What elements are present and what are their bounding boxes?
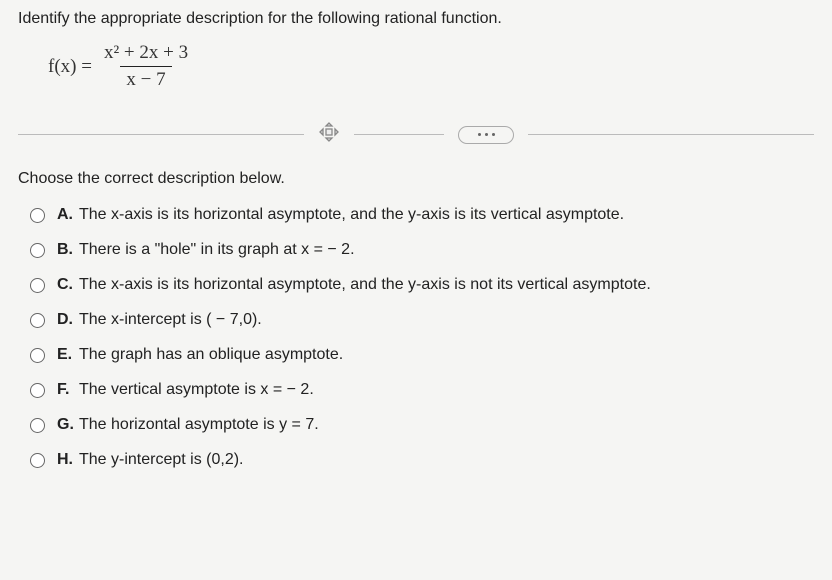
radio-icon[interactable]: [30, 348, 45, 363]
divider-line: [528, 134, 814, 135]
option-letter: A.: [57, 206, 79, 224]
option-g[interactable]: G. The horizontal asymptote is y = 7.: [30, 416, 814, 434]
move-icon[interactable]: [318, 121, 340, 148]
divider-row: [18, 121, 814, 148]
option-text: The graph has an oblique asymptote.: [79, 346, 343, 364]
option-text: The horizontal asymptote is y = 7.: [79, 416, 319, 434]
equation: f(x) = x² + 2x + 3 x − 7: [48, 42, 814, 91]
radio-icon[interactable]: [30, 278, 45, 293]
option-text: The vertical asymptote is x = − 2.: [79, 381, 314, 399]
equation-denominator: x − 7: [120, 66, 171, 91]
option-c[interactable]: C. The x-axis is its horizontal asymptot…: [30, 276, 814, 294]
option-letter: B.: [57, 241, 79, 259]
option-letter: H.: [57, 451, 79, 469]
option-letter: D.: [57, 311, 79, 329]
radio-icon[interactable]: [30, 243, 45, 258]
radio-icon[interactable]: [30, 383, 45, 398]
option-text: There is a "hole" in its graph at x = − …: [79, 241, 355, 259]
option-e[interactable]: E. The graph has an oblique asymptote.: [30, 346, 814, 364]
option-text: The y-intercept is (0,2).: [79, 451, 244, 469]
options-list: A. The x-axis is its horizontal asymptot…: [30, 206, 814, 469]
radio-icon[interactable]: [30, 418, 45, 433]
option-text: The x-axis is its horizontal asymptote, …: [79, 276, 651, 294]
option-b[interactable]: B. There is a "hole" in its graph at x =…: [30, 241, 814, 259]
option-a[interactable]: A. The x-axis is its horizontal asymptot…: [30, 206, 814, 224]
option-d[interactable]: D. The x-intercept is ( − 7,0).: [30, 311, 814, 329]
option-text: The x-axis is its horizontal asymptote, …: [79, 206, 624, 224]
option-letter: C.: [57, 276, 79, 294]
choose-label: Choose the correct description below.: [18, 170, 814, 188]
divider-line: [354, 134, 444, 135]
more-button[interactable]: [458, 126, 514, 144]
radio-icon[interactable]: [30, 313, 45, 328]
equation-numerator: x² + 2x + 3: [98, 42, 194, 66]
divider-line: [18, 134, 304, 135]
option-h[interactable]: H. The y-intercept is (0,2).: [30, 451, 814, 469]
option-letter: G.: [57, 416, 79, 434]
radio-icon[interactable]: [30, 208, 45, 223]
option-f[interactable]: F. The vertical asymptote is x = − 2.: [30, 381, 814, 399]
radio-icon[interactable]: [30, 453, 45, 468]
question-prompt: Identify the appropriate description for…: [18, 10, 814, 28]
equation-fraction: x² + 2x + 3 x − 7: [98, 42, 194, 91]
option-letter: F.: [57, 381, 79, 399]
option-letter: E.: [57, 346, 79, 364]
equation-lhs: f(x) =: [48, 56, 92, 78]
option-text: The x-intercept is ( − 7,0).: [79, 311, 262, 329]
